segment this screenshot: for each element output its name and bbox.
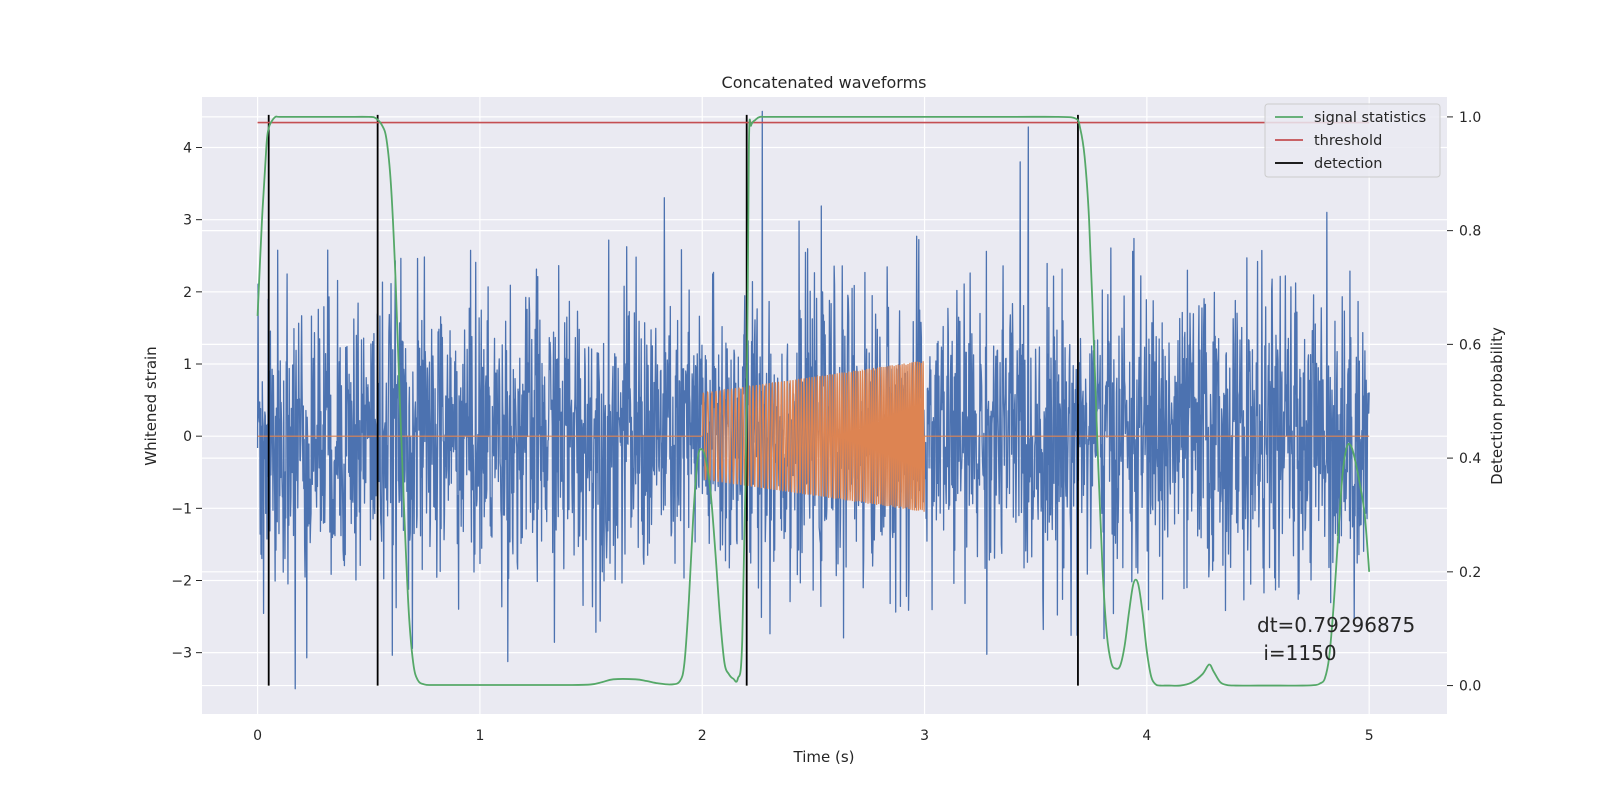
injected-signal-series — [257, 361, 1370, 512]
annotation-dt: dt=0.79296875 — [1257, 613, 1415, 637]
y-right-tick-label: 0.6 — [1459, 337, 1481, 353]
y-tick-label: −1 — [171, 501, 192, 517]
y-right-tick-label: 0.4 — [1459, 451, 1481, 467]
y-tick-label: 4 — [183, 141, 192, 157]
injected-signal-line — [257, 361, 1370, 512]
y-tick-label: 1 — [183, 357, 192, 373]
chart-title: Concatenated waveforms — [722, 73, 927, 92]
y-tick-label: −3 — [171, 646, 192, 662]
annotation-i: i=1150 — [1257, 641, 1337, 665]
legend-box — [1264, 103, 1441, 178]
legend-label-signal-statistics: signal statistics — [1314, 110, 1426, 126]
probability-series — [256, 114, 1371, 687]
signal-statistics-line — [256, 115, 1371, 687]
legend-label-detection: detection — [1314, 156, 1382, 172]
legend-label-threshold: threshold — [1314, 133, 1382, 149]
y-tick-label: 3 — [183, 213, 192, 229]
noise-line — [256, 110, 1370, 690]
y-right-tick-label: 0.2 — [1459, 565, 1481, 581]
ticks: 0 1 2 3 4 5 −3 −2 −1 0 1 2 3 4 0.0 0.2 0.4 0.6 0.8 1.0 — [171, 110, 1481, 744]
x-axis-title: Time (s) — [793, 748, 855, 766]
noise-series — [256, 110, 1370, 690]
y-tick-label: 2 — [183, 285, 192, 301]
x-tick-label: 4 — [1142, 728, 1151, 744]
x-tick-label: 3 — [920, 728, 929, 744]
y-right-axis-title: Detection probability — [1488, 327, 1506, 485]
y-tick-label: −2 — [171, 573, 192, 589]
x-tick-label: 0 — [253, 728, 262, 744]
y-right-tick-label: 0.0 — [1459, 679, 1481, 695]
y-tick-label: 0 — [183, 429, 192, 445]
x-tick-label: 1 — [475, 728, 484, 744]
y-right-tick-label: 1.0 — [1459, 110, 1481, 126]
plot-area — [256, 110, 1371, 690]
y-right-tick-label: 0.8 — [1459, 224, 1481, 240]
x-tick-label: 2 — [698, 728, 707, 744]
annotation: dt=0.79296875 i=1150 — [1257, 613, 1415, 665]
legend: signal statistics threshold detection — [1264, 103, 1441, 178]
y-axis-title: Whitened strain — [142, 346, 160, 465]
x-tick-label: 5 — [1365, 728, 1374, 744]
